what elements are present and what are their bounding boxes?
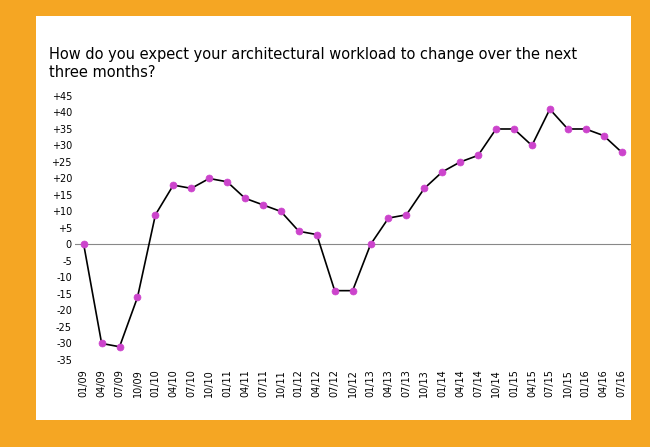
Balance xyxy=(80,242,88,247)
Balance xyxy=(98,341,105,346)
Balance xyxy=(385,215,393,221)
Balance xyxy=(474,153,482,158)
Balance xyxy=(582,127,590,132)
Balance xyxy=(546,106,554,112)
Balance xyxy=(456,159,464,164)
Balance xyxy=(259,202,267,207)
Balance xyxy=(618,149,625,155)
Balance xyxy=(151,212,159,217)
Balance xyxy=(331,288,339,293)
Balance xyxy=(295,228,303,234)
Balance xyxy=(205,176,213,181)
Balance xyxy=(600,133,608,138)
Balance xyxy=(564,127,571,132)
Line: Balance: Balance xyxy=(80,106,625,350)
Balance xyxy=(116,344,124,350)
Balance xyxy=(134,295,142,300)
Balance xyxy=(348,288,356,293)
Balance xyxy=(367,242,374,247)
Text: How do you expect your architectural workload to change over the next: How do you expect your architectural wor… xyxy=(49,47,577,62)
Balance xyxy=(187,186,195,191)
Balance xyxy=(223,179,231,185)
Balance xyxy=(492,127,500,132)
Balance xyxy=(510,127,518,132)
Balance xyxy=(438,169,446,175)
Balance xyxy=(313,232,320,237)
Balance xyxy=(277,209,285,214)
Balance xyxy=(241,196,249,201)
Balance xyxy=(402,212,410,217)
Balance xyxy=(421,186,428,191)
Balance xyxy=(170,182,177,188)
Text: three months?: three months? xyxy=(49,65,155,80)
Balance xyxy=(528,143,536,148)
